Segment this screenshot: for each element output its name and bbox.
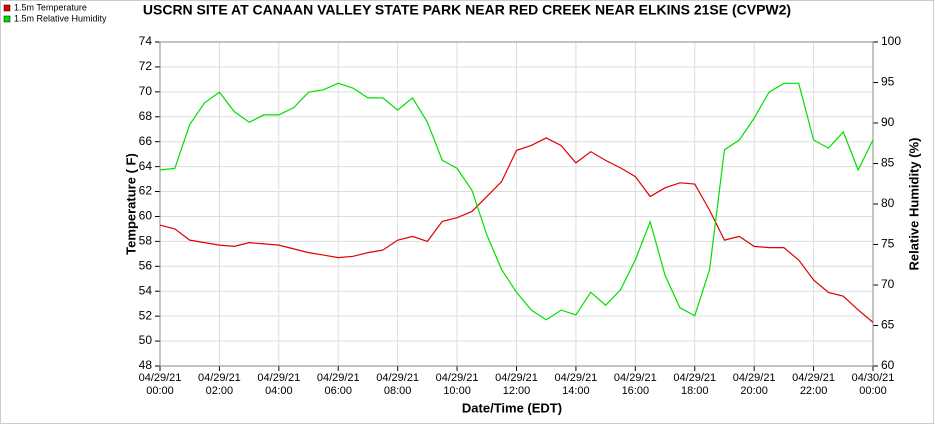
legend-swatch xyxy=(3,15,11,23)
y2-tick-label: 70 xyxy=(881,277,895,291)
x-tick-label: 04/29/21 08:00 xyxy=(376,372,420,397)
y-tick-label: 62 xyxy=(139,184,153,198)
y-tick-label: 72 xyxy=(139,59,153,73)
x-tick-label: 04/29/21 12:00 xyxy=(495,372,538,397)
y2-tick-label: 75 xyxy=(881,237,895,251)
y2-tick-label: 90 xyxy=(881,115,895,129)
y-tick-label: 60 xyxy=(139,209,153,223)
y2-tick-label: 95 xyxy=(881,75,895,89)
y-tick-label: 64 xyxy=(139,159,153,173)
y2-tick-label: 85 xyxy=(881,156,895,170)
y2-tick-label: 65 xyxy=(881,318,895,332)
y-axis-label: Temperature ( F) xyxy=(123,153,138,255)
x-tick-label: 04/29/21 00:00 xyxy=(138,372,182,397)
line xyxy=(159,137,874,323)
x-tick-label: 04/29/21 16:00 xyxy=(613,372,657,397)
x-tick-label: 04/29/21 22:00 xyxy=(792,372,835,397)
x-tick-label: 04/29/21 04:00 xyxy=(257,372,301,397)
y-tick-label: 68 xyxy=(139,109,153,123)
y2-tick-label: 60 xyxy=(881,358,895,372)
y2-tick-label: 100 xyxy=(881,34,901,48)
y-tick-label: 54 xyxy=(139,283,153,297)
y-tick-label: 56 xyxy=(139,258,153,272)
y-tick-label: 66 xyxy=(139,134,153,148)
x-tick-label: 04/29/21 14:00 xyxy=(554,372,598,397)
y-tick-label: 52 xyxy=(139,308,153,322)
x-tick-label: 04/30/21 00:00 xyxy=(851,372,895,397)
x-tick-label: 04/29/21 02:00 xyxy=(197,372,241,397)
y-tick-label: 58 xyxy=(139,234,153,248)
y2-axis-label: Relative Humidity (%) xyxy=(906,138,921,271)
x-tick-label: 04/29/21 20:00 xyxy=(732,372,776,397)
x-tick-label: 04/29/21 06:00 xyxy=(316,372,360,397)
y2-tick-label: 80 xyxy=(881,196,895,210)
plot-frame xyxy=(159,41,874,367)
y-tick-label: 74 xyxy=(139,34,153,48)
y-tick-label: 48 xyxy=(139,358,153,372)
legend-swatch xyxy=(3,4,11,12)
x-tick-label: 04/29/21 10:00 xyxy=(435,372,479,397)
x-axis-label: Date/Time (EDT) xyxy=(462,400,562,415)
x-tick-label: 04/29/21 18:00 xyxy=(673,372,717,397)
line xyxy=(159,82,874,321)
legend-label: 1.5m Relative Humidity xyxy=(14,13,107,23)
y-tick-label: 50 xyxy=(139,333,153,347)
y-tick-label: 70 xyxy=(139,84,153,98)
legend-label: 1.5m Temperature xyxy=(14,2,87,12)
chart-title: USCRN SITE AT CANAAN VALLEY STATE PARK N… xyxy=(143,2,791,18)
